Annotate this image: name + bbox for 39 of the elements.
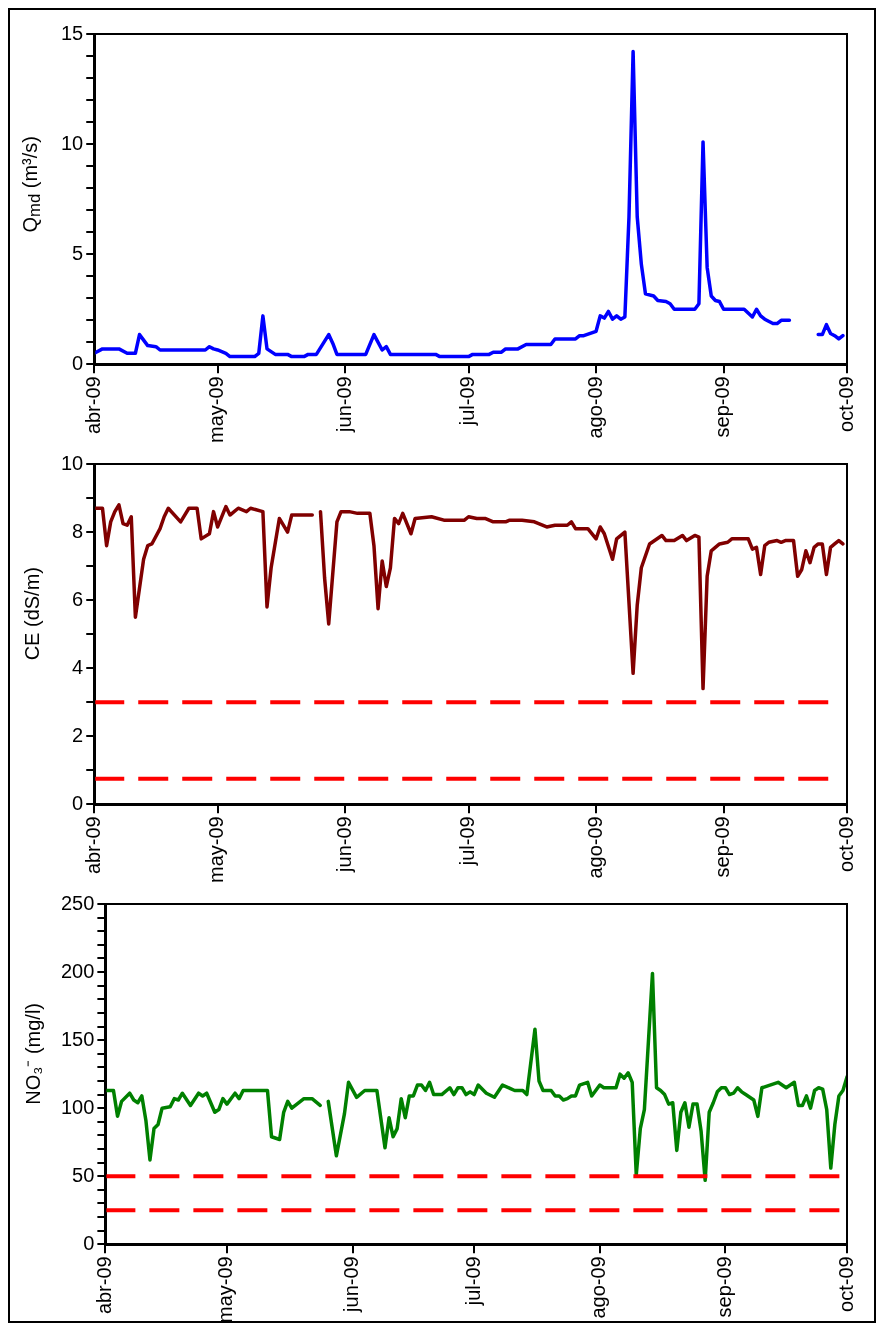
x-tick-label: may-09 [214, 1256, 237, 1324]
x-tick-label: may-09 [205, 816, 228, 884]
y-tick-label: 100 [60, 1095, 95, 1118]
y-tick-label: 6 [72, 587, 84, 610]
y-tick-label: 250 [60, 891, 95, 914]
x-tick-label: ago-09 [587, 1256, 610, 1319]
y-tick-label: 200 [60, 959, 95, 982]
x-tick-label: may-09 [205, 376, 228, 444]
y-tick-label: 10 [61, 131, 84, 154]
y-tick-label: 2 [72, 723, 84, 746]
y-axis-title: CE (dS/m) [20, 567, 44, 661]
x-tick-label: sep-09 [711, 376, 734, 438]
y-tick-label: 0 [83, 1231, 95, 1254]
x-tick-label: ago-09 [583, 816, 606, 879]
y-tick-label: 0 [72, 351, 84, 374]
x-tick-label: abr-09 [81, 376, 104, 435]
y-tick-label: 15 [61, 21, 84, 44]
x-tick-label: abr-09 [81, 816, 104, 875]
y-tick-label: 8 [72, 519, 84, 542]
y-tick-label: 50 [72, 1163, 95, 1186]
x-tick-label: ago-09 [583, 376, 606, 439]
x-tick-label: jun-09 [332, 376, 355, 433]
x-tick-label: jun-09 [332, 816, 355, 873]
x-tick-label: oct-09 [834, 1256, 857, 1312]
x-tick-label: jul-09 [456, 816, 479, 867]
y-tick-label: 0 [72, 791, 84, 814]
y-tick-label: 5 [72, 241, 84, 264]
x-tick-label: sep-09 [712, 1256, 735, 1318]
x-tick-label: jul-09 [456, 376, 479, 427]
y-tick-label: 150 [60, 1027, 95, 1050]
x-tick-label: jun-09 [340, 1256, 363, 1313]
x-tick-label: jul-09 [461, 1256, 484, 1307]
y-axis-title: NO₃⁻ (mg/l) [20, 1003, 45, 1105]
x-tick-label: oct-09 [834, 376, 857, 432]
y-tick-label: 10 [61, 451, 84, 474]
x-tick-label: oct-09 [834, 816, 857, 872]
x-tick-label: sep-09 [711, 816, 734, 878]
x-tick-label: abr-09 [92, 1256, 115, 1315]
y-tick-label: 4 [72, 655, 84, 678]
